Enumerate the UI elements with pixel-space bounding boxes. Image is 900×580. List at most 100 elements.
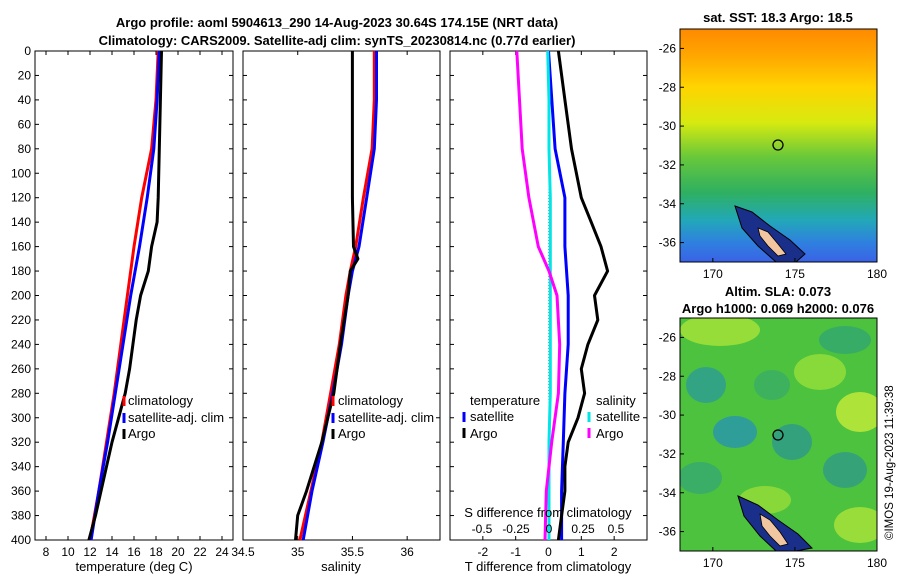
sla-blob [819,326,871,354]
depth-tick-label: 200 [11,289,31,303]
depth-tick-label: 220 [11,313,31,327]
series-line-climatology [88,50,160,541]
salinity-series [294,51,378,541]
salinity-legend: climatology satellite-adj. clim Argo [331,393,434,441]
x-tick-label: 8 [43,545,50,559]
sst-map [680,29,877,262]
salinity-panel [242,50,441,541]
sla-blob [686,367,726,403]
x-tick-label: 1 [578,545,585,559]
sdiff-tick-label: -0.25 [502,522,530,536]
map-y-tick-label: -28 [659,369,677,383]
sla-blob [754,370,790,400]
depth-tick-label: 140 [11,215,31,229]
map-y-tick-label: -26 [659,330,677,344]
map-y-tick-label: -32 [659,158,677,172]
depth-tick-label: 340 [11,460,31,474]
imos-credit: ©IMOS 19-Aug-2023 11:39:38 [884,385,896,540]
sst-map-title: sat. SST: 18.3 Argo: 18.5 [703,10,853,25]
depth-tick-label: 380 [11,509,31,523]
depth-tick-label: 100 [11,166,31,180]
temperature-series [87,50,163,541]
sla-blob [823,452,867,488]
legend-label-climatology: climatology [128,393,194,408]
depth-axis: 0 20 40 60 80 100 120 140 160 180 200 220 240 260 280 3… [11,44,647,547]
legend-label-satellite: satellite-adj. clim [338,410,434,425]
new-zealand-land [759,513,789,547]
x-tick-label: 14 [105,545,119,559]
sla-map [680,318,877,551]
x-tick-label: 24 [215,545,229,559]
depth-tick-label: 120 [11,191,31,205]
map-y-tick-label: -32 [659,447,677,461]
depth-tick-label: 400 [11,533,31,547]
sla-map-title: Altim. SLA: 0.073 [725,284,831,299]
series-line-t-argo [556,50,610,541]
series-line-climatology [298,51,376,541]
series-line-t-satellite [547,50,570,540]
legend-label-t-argo: Argo [470,426,497,441]
depth-tick-label: 360 [11,484,31,498]
sla-blob [680,462,722,494]
map-y-tick-label: -36 [659,525,677,539]
x-tick-label: 16 [127,545,141,559]
sla-blob [680,318,760,346]
map-y-tick-label: -36 [659,236,677,250]
legend-label-s-satellite: satellite [596,409,640,424]
difference-xlabel: T difference from climatology [465,559,632,574]
map-x-tick-label: 175 [785,556,805,570]
map-y-tick-label: -28 [659,80,677,94]
x-tick-label: 22 [193,545,207,559]
temperature-panel [34,50,234,541]
legend-label-argo: Argo [128,426,155,441]
salinity-x-axis: 34.5 35 35.5 36 [231,51,414,559]
sla-blob [834,507,877,543]
map-y-tick-label: -34 [659,197,677,211]
legend-title-temperature: temperature [470,393,540,408]
x-tick-label: -2 [477,545,488,559]
new-zealand-land [757,227,787,257]
x-tick-label: 12 [83,545,97,559]
series-line-argo [294,51,360,541]
x-tick-label: 10 [61,545,75,559]
map-x-tick-label: 180 [867,267,887,281]
sst-map-frame [679,28,878,263]
map-x-tick-label: 180 [867,556,887,570]
depth-tick-label: 0 [24,44,31,58]
depth-tick-label: 20 [18,68,32,82]
sst-field [680,29,877,262]
sla-map-axes: 170 175 180 -26 -28 -30 -32 -34 -36 [659,330,888,570]
sdiff-tick-label: 0 [546,522,553,536]
x-tick-label: 18 [149,545,163,559]
x-tick-label: 36 [400,545,414,559]
map-x-tick-label: 170 [703,267,723,281]
sdiff-tick-label: -0.5 [472,522,493,536]
x-tick-label: 2 [611,545,618,559]
map-y-tick-label: -30 [659,408,677,422]
depth-tick-label: 320 [11,435,31,449]
sla-blob [794,354,846,390]
map-x-tick-label: 175 [785,267,805,281]
legend-title-salinity: salinity [596,393,636,408]
x-tick-label: 0 [545,545,552,559]
difference-series [515,50,610,541]
legend-label-t-satellite: satellite [470,409,514,424]
legend-label-s-argo: Argo [596,426,623,441]
depth-tick-label: 80 [18,142,32,156]
x-tick-label: -1 [510,545,521,559]
series-line-satellite [89,50,161,541]
x-tick-label: 35 [291,545,305,559]
argo-location-marker [772,429,784,441]
legend-label-climatology: climatology [338,393,404,408]
difference-x-axis: -2 -1 0 1 2 [477,51,618,559]
depth-tick-label: 260 [11,362,31,376]
sdiff-tick-label: 0.25 [571,522,595,536]
sla-map-frame [679,317,878,552]
depth-tick-label: 160 [11,240,31,254]
map-y-tick-label: -30 [659,119,677,133]
sdiff-tick-label: 0.5 [608,522,625,536]
temperature-xlabel: temperature (deg C) [75,559,192,574]
salinity-difference-ticks: -0.5 -0.25 0 0.25 0.5 [472,522,625,536]
temperature-x-axis: 8 10 12 14 16 18 20 22 24 [43,51,229,559]
